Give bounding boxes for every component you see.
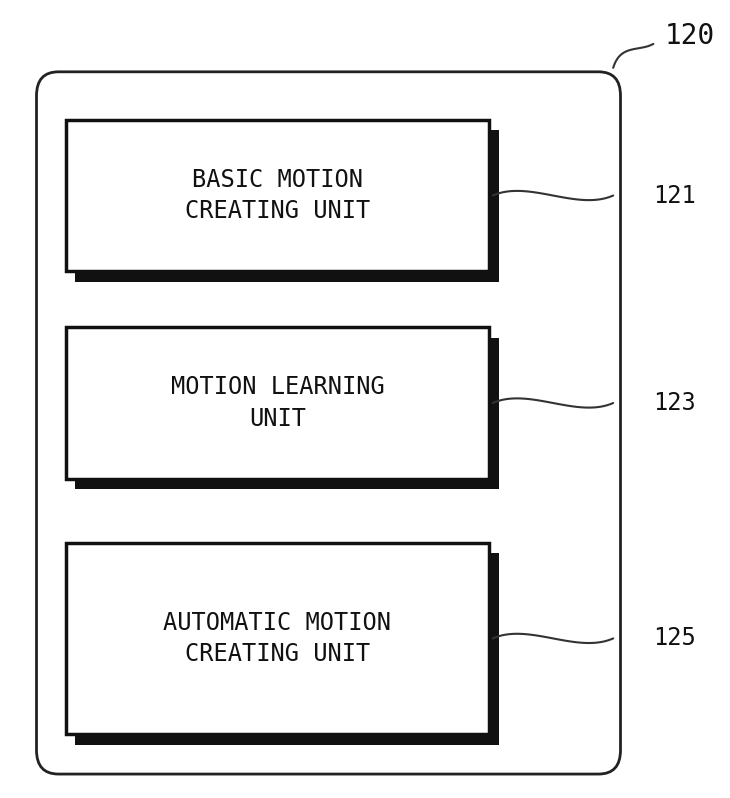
- FancyBboxPatch shape: [36, 72, 620, 774]
- Text: BASIC MOTION
CREATING UNIT: BASIC MOTION CREATING UNIT: [185, 168, 370, 223]
- Text: AUTOMATIC MOTION
CREATING UNIT: AUTOMATIC MOTION CREATING UNIT: [164, 610, 391, 666]
- Text: 121: 121: [653, 184, 696, 207]
- Bar: [66, 120, 489, 271]
- Bar: [66, 543, 489, 734]
- Bar: [75, 553, 499, 745]
- Text: 120: 120: [664, 22, 715, 50]
- Bar: [75, 338, 499, 489]
- Text: 125: 125: [653, 626, 696, 650]
- Text: 123: 123: [653, 391, 696, 415]
- Bar: [75, 130, 499, 282]
- Bar: [66, 327, 489, 479]
- Text: MOTION LEARNING
UNIT: MOTION LEARNING UNIT: [171, 375, 384, 431]
